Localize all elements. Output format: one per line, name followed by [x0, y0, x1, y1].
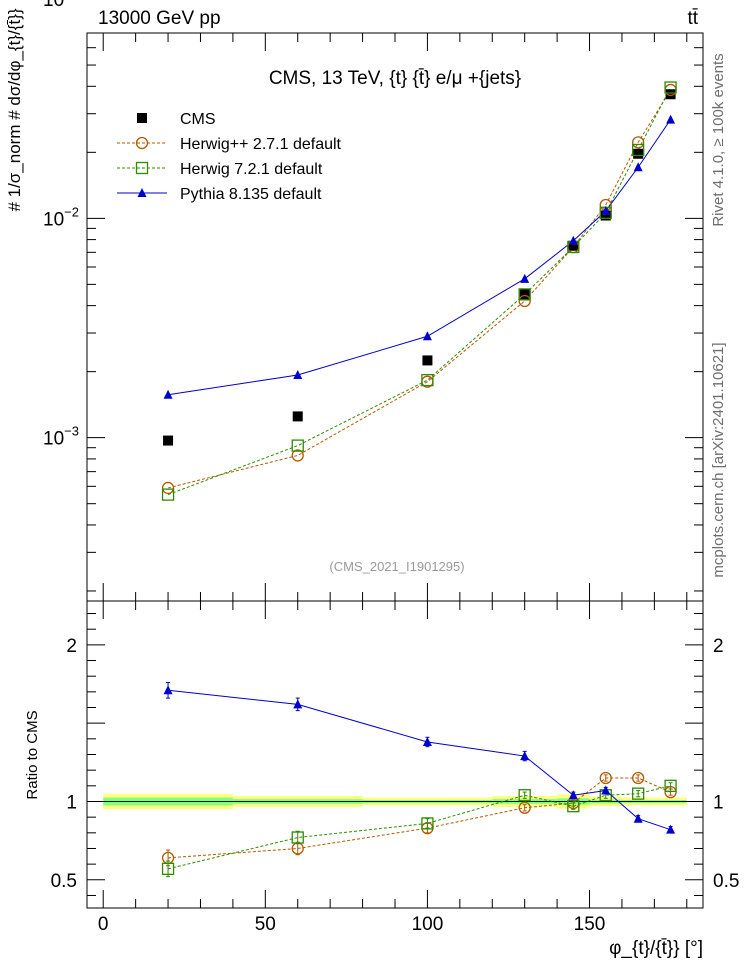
ratio-point-pythia-7 [666, 824, 676, 834]
main-point-cms-6 [633, 148, 644, 159]
main-point-cms-4 [568, 240, 579, 251]
ratio-ytick-label-left-1: 1 [66, 792, 77, 813]
main-point-pythia-2 [422, 331, 432, 341]
ratio-point-herwig7-6 [632, 787, 645, 800]
main-point-pythia-6 [633, 162, 643, 172]
main-point-pythia-3 [520, 273, 530, 283]
ratio-point-herwigpp-6 [632, 771, 645, 785]
main-line-pythia [167, 119, 671, 396]
side-label-rivet: Rivet 4.1.0, ≥ 100k events [710, 53, 727, 226]
ratio-ytick-label-left-0: 0.5 [51, 871, 77, 892]
main-point-cms-0 [163, 435, 174, 446]
ratio-point-herwig7-0 [161, 862, 175, 875]
main-point-pythia-1 [293, 370, 303, 380]
ratio-xtick-label-1: 50 [255, 914, 276, 935]
main-point-pythia-4 [568, 235, 578, 245]
watermark: (CMS_2021_I1901295) [329, 559, 464, 574]
main-ytick-label-0: 10−3 [43, 424, 79, 450]
legend-marker-pythia [137, 188, 147, 197]
ratio-point-herwig7-2 [421, 817, 434, 830]
ratio-point-pythia-4 [568, 790, 578, 800]
main-ylabel: # 1/σ_norm # dσ/dφ_{t}/{t̄}} [5, 8, 24, 211]
legend-marker-herwigpp [135, 136, 149, 150]
main-point-herwig7-3 [518, 288, 531, 301]
legend-label-pythia: Pythia 8.135 default [180, 186, 322, 203]
main-point-herwig7-7 [664, 81, 677, 94]
ratio-point-herwigpp-3 [518, 801, 531, 814]
ratio-point-pythia-5 [601, 785, 611, 795]
main-line-herwigpp [167, 89, 672, 489]
ratio-xtick-label-2: 100 [412, 914, 444, 935]
ratio-point-herwig7-3 [518, 789, 531, 802]
main-point-herwigpp-1 [291, 449, 304, 462]
main-point-cms-1 [292, 411, 303, 422]
ratio-point-pythia-1 [293, 699, 303, 709]
ratio-point-herwig7-4 [567, 800, 580, 813]
main-point-herwig7-1 [291, 439, 304, 452]
ratio-ytick-label-right-0: 0.5 [713, 871, 739, 892]
ratio-line-herwigpp [168, 777, 671, 859]
main-point-herwig7-0 [161, 488, 175, 501]
ratio-ylabel: Ratio to CMS [24, 710, 41, 799]
legend-label-herwig7: Herwig 7.2.1 default [180, 161, 323, 178]
main-point-cms-7 [665, 89, 676, 100]
main-point-herwigpp-0 [161, 481, 175, 495]
main-point-pythia-0 [163, 389, 173, 399]
ratio-ytick-label-left-2: 2 [66, 636, 77, 657]
legend-label-herwigpp: Herwig++ 2.7.1 default [180, 136, 342, 153]
main-ylabel-text: # 1/σ_norm # dσ/dφ_{t}/{t̄}} [5, 8, 24, 211]
x-axis-label: φ_{t}/{t̄}} [°] [609, 938, 703, 959]
main-ytick-label-1: 10−2 [43, 204, 79, 230]
legend: CMS Herwig++ 2.7.1 default Herwig 7.2.1 de… [117, 111, 342, 203]
main-point-pythia-5 [601, 206, 611, 216]
ratio-point-pythia-6 [633, 813, 643, 823]
main-point-pythia-7 [666, 114, 676, 124]
main-point-herwig7-2 [421, 373, 434, 387]
side-label-mcplots: mcplots.cern.ch [arXiv:2401.10621] [710, 342, 727, 577]
plot-title: CMS, 13 TeV, {t} {t̄} e/μ +{jets} [269, 68, 521, 89]
ratio-point-pythia-2 [422, 736, 432, 746]
legend-marker-herwig7 [135, 161, 149, 175]
main-panel: 10−3 10−2 10−1 [43, 0, 704, 602]
main-point-herwigpp-3 [518, 294, 531, 308]
ratio-point-herwigpp-5 [599, 771, 612, 785]
ratio-xtick-label-3: 150 [574, 914, 606, 935]
main-point-cms-5 [600, 210, 611, 221]
ratio-point-herwig7-1 [291, 831, 304, 844]
ratio-panel: 0 50 100 150 0.5 0.5 1 1 2 2 [51, 600, 739, 935]
main-point-cms-2 [422, 355, 433, 366]
header-right: tt̄ [687, 8, 698, 29]
ratio-ylabel-text: Ratio to CMS [24, 710, 41, 799]
ratio-point-pythia-0 [163, 685, 173, 695]
main-line-herwig7 [167, 87, 672, 496]
main-point-cms-3 [519, 289, 530, 300]
legend-label-cms: CMS [180, 111, 216, 128]
main-ytick-label-2: 10−1 [43, 0, 79, 11]
main-point-herwig7-6 [632, 143, 645, 157]
ratio-frame [86, 600, 704, 909]
main-point-herwigpp-6 [632, 136, 645, 149]
ratio-xtick-label-0: 0 [98, 914, 109, 935]
ratio-ytick-label-right-1: 1 [713, 792, 724, 813]
header-left: 13000 GeV pp [98, 8, 221, 29]
ratio-point-pythia-3 [520, 751, 530, 761]
ratio-ytick-label-right-2: 2 [713, 636, 724, 657]
legend-marker-cms [137, 113, 147, 123]
ratio-line-pythia [167, 689, 671, 831]
ratio-point-herwig7-7 [664, 779, 677, 792]
